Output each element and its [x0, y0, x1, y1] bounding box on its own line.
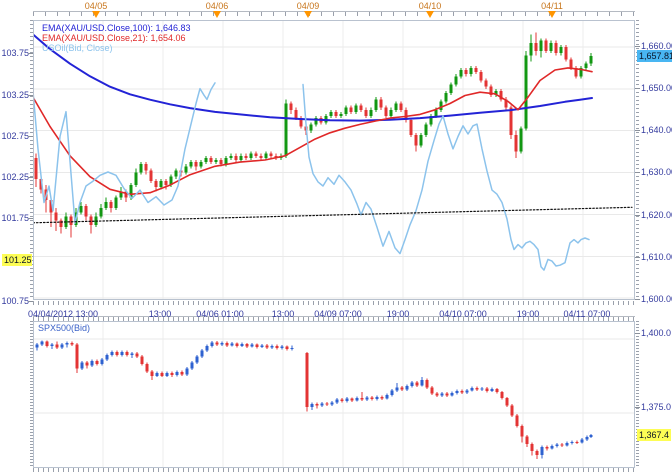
- axis-major-tick: [635, 333, 640, 334]
- price-axis-label: 102.25: [1, 172, 29, 182]
- price-axis-label: 1,610.00: [641, 252, 672, 262]
- axis-major-tick: [635, 257, 640, 258]
- left-price-axis-ticks[interactable]: [30, 20, 33, 300]
- date-marker-label: 04/11: [541, 1, 563, 11]
- price-axis-label: 1,620.00: [641, 210, 672, 220]
- bottom-chart-legend: SPX500(Bid): [38, 323, 90, 333]
- bottom-edge-ticks: [33, 468, 635, 472]
- date-marker-label: 04/05: [84, 1, 108, 11]
- right-price-axis-ticks[interactable]: [636, 20, 639, 300]
- date-marker-label: 04/06: [205, 1, 229, 11]
- axis-major-tick: [28, 218, 33, 219]
- spx500-last-price-badge: 1,367.4: [637, 429, 672, 441]
- price-axis-label: 1,400.0: [641, 328, 672, 338]
- legend-spx500: SPX500(Bid): [38, 323, 91, 333]
- time-axis-label: 13:00: [148, 309, 172, 319]
- spx500-chart-panel[interactable]: SPX500(Bid): [33, 321, 635, 468]
- axis-major-tick: [28, 177, 33, 178]
- time-axis-label: 19:00: [516, 309, 540, 319]
- legend-ema21: EMA(XAU/USD.Close,21): 1,654.06: [42, 33, 186, 43]
- time-axis-label: 04/11 07:00: [563, 309, 611, 319]
- legend-usoil: USOil(Bid, Close): [42, 43, 113, 53]
- date-marker-triangle-icon: [548, 11, 556, 18]
- price-axis-label: 1,630.00: [641, 167, 672, 177]
- date-marker-triangle-icon: [426, 11, 434, 18]
- price-axis-label: 1,650.00: [641, 83, 672, 93]
- axis-major-tick: [28, 136, 33, 137]
- spx500-candles-plot[interactable]: [34, 322, 634, 467]
- xauusd-chart-panel[interactable]: EMA(XAU/USD.Close,100): 1,646.83 EMA(XAU…: [33, 20, 635, 300]
- price-axis-label: 102.75: [1, 131, 29, 141]
- axis-major-tick: [635, 299, 640, 300]
- axis-major-tick: [28, 301, 33, 302]
- time-axis-label: 04/09 07:00: [314, 309, 362, 319]
- xauusd-last-price-badge: 1,657.81: [637, 50, 672, 62]
- axis-major-tick: [28, 53, 33, 54]
- axis-major-tick: [635, 172, 640, 173]
- time-axis-label: 19:00: [386, 309, 410, 319]
- price-axis-label: 1,640.00: [641, 125, 672, 135]
- legend-ema100: EMA(XAU/USD.Close,100): 1,646.83: [42, 23, 191, 33]
- time-axis-label: 13:00: [271, 309, 295, 319]
- usoil-last-price-badge: 101.25: [2, 254, 32, 266]
- axis-major-tick: [28, 95, 33, 96]
- top-chart-time-ticks: [33, 301, 635, 306]
- price-axis-label: 103.75: [1, 48, 29, 58]
- price-axis-label: 1,375.0: [641, 402, 672, 412]
- time-axis-label: 04/10 07:00: [439, 309, 487, 319]
- date-marker-label: 04/10: [418, 1, 442, 11]
- price-axis-label: 101.75: [1, 213, 29, 223]
- axis-major-tick: [635, 88, 640, 89]
- xauusd-candles-plot[interactable]: [34, 21, 634, 299]
- time-axis-label: 04/06 01:00: [196, 309, 244, 319]
- date-marker-label: 04/09: [296, 1, 320, 11]
- axis-major-tick: [635, 46, 640, 47]
- axis-major-tick: [635, 130, 640, 131]
- price-axis-label: 1,660.00: [641, 41, 672, 51]
- date-marker-triangle-icon: [213, 11, 221, 18]
- top-chart-legend: EMA(XAU/USD.Close,100): 1,646.83 EMA(XAU…: [42, 23, 191, 53]
- bottom-right-axis-ticks[interactable]: [636, 321, 639, 468]
- price-axis-label: 1,600.00: [641, 294, 672, 304]
- bottom-left-axis-ticks: [30, 321, 33, 468]
- axis-major-tick: [635, 407, 640, 408]
- date-marker-triangle-icon: [304, 11, 312, 18]
- price-axis-label: 103.25: [1, 90, 29, 100]
- date-marker-triangle-icon: [92, 11, 100, 18]
- axis-major-tick: [635, 215, 640, 216]
- bottom-chart-time-ticks: [33, 316, 635, 322]
- price-axis-label: 100.75: [1, 296, 29, 306]
- top-time-axis[interactable]: [33, 11, 635, 21]
- time-axis-label: 04/04/2012 13:00: [27, 309, 99, 319]
